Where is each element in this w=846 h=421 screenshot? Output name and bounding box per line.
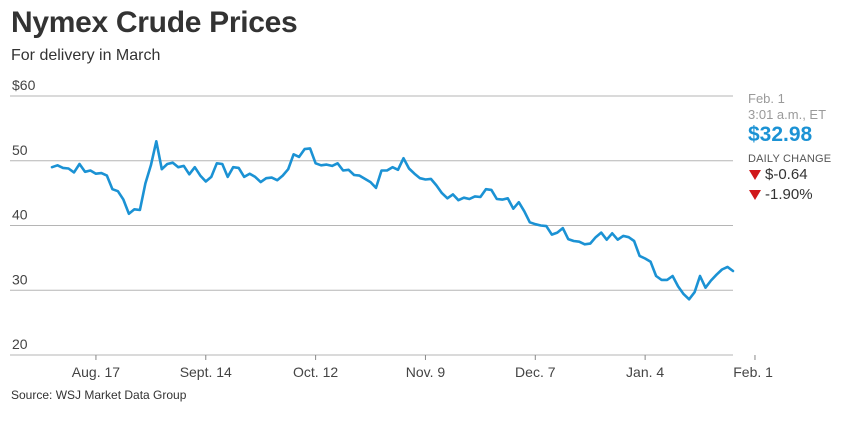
x-tick-label: Jan. 4 <box>626 364 664 380</box>
y-tick-label: 50 <box>12 142 28 158</box>
y-tick-label: 40 <box>12 207 28 223</box>
change-absolute: $-0.64 <box>765 166 808 183</box>
series-line-crude <box>50 140 735 301</box>
y-tick-label: 30 <box>12 271 28 287</box>
change-percent: -1.90% <box>765 186 813 203</box>
readout-date: Feb. 1 <box>748 91 785 106</box>
chart-title: Nymex Crude Prices <box>11 6 298 39</box>
x-tick-label: Feb. 1 <box>733 364 773 380</box>
readout-time: 3:01 a.m., ET <box>748 107 827 122</box>
chart-subtitle: For delivery in March <box>11 47 161 64</box>
x-tick-label: Sept. 14 <box>180 364 232 380</box>
daily-change-label: DAILY CHANGE <box>748 153 832 165</box>
down-arrow-icon <box>749 170 761 180</box>
x-tick-label: Dec. 7 <box>515 364 556 380</box>
change-absolute-row: $-0.64 <box>748 165 844 185</box>
x-axis-ticks: Aug. 17 Sept. 14 Oct. 12 Nov. 9 Dec. 7 Jan. 4… <box>72 355 773 380</box>
readout-price: $32.98 <box>748 123 813 146</box>
price-readout: Feb. 1 3:01 a.m., ET $32.98 DAILY CHANGE… <box>748 91 844 205</box>
x-tick-label: Oct. 12 <box>293 364 338 380</box>
y-tick-label: 20 <box>12 336 28 352</box>
series-layer <box>50 140 735 301</box>
y-axis-ticks: $60 50 40 30 20 <box>12 77 36 352</box>
gridlines <box>10 95 733 356</box>
change-percent-row: -1.90% <box>748 185 844 205</box>
x-tick-label: Aug. 17 <box>72 364 120 380</box>
y-tick-label: $60 <box>12 77 36 93</box>
down-arrow-icon <box>749 190 761 200</box>
x-tick-label: Nov. 9 <box>406 364 446 380</box>
source-note: Source: WSJ Market Data Group <box>11 388 187 402</box>
